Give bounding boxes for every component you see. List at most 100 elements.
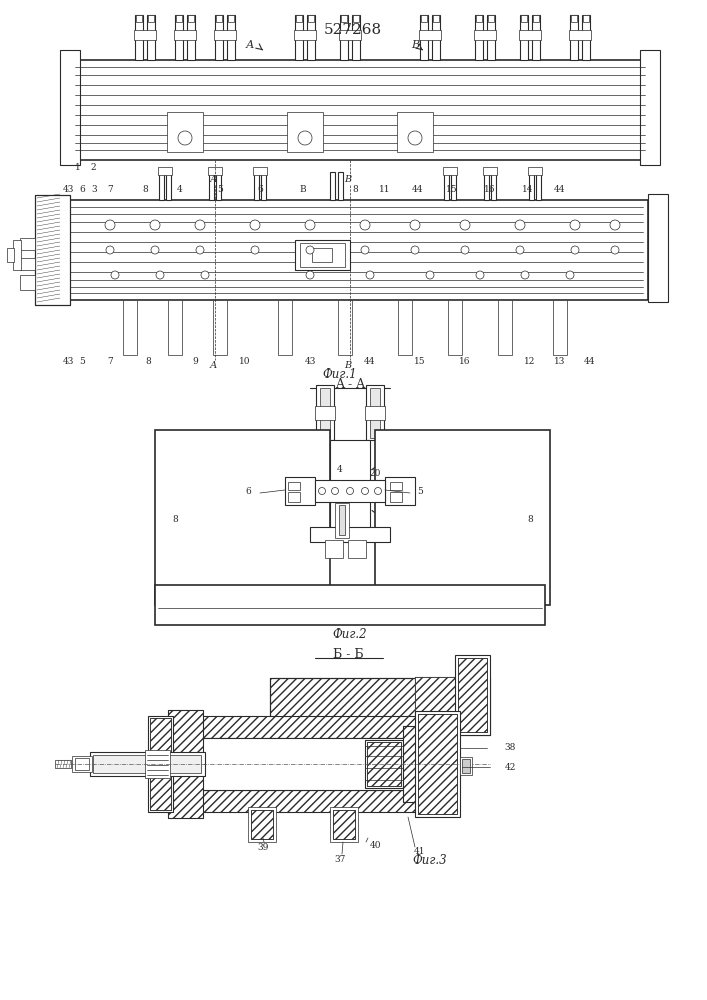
Bar — [213, 300, 227, 355]
Bar — [261, 170, 266, 200]
Bar — [147, 15, 155, 60]
Bar — [216, 170, 221, 200]
Bar — [195, 716, 425, 738]
Bar — [398, 300, 412, 355]
Bar — [176, 15, 182, 22]
Text: 20: 20 — [369, 468, 380, 478]
Text: В: В — [411, 40, 419, 50]
Bar — [75, 60, 645, 160]
Text: Фиг.2: Фиг.2 — [333, 629, 368, 642]
Bar — [582, 15, 590, 60]
Text: A - A: A - A — [335, 378, 365, 391]
Bar — [310, 527, 390, 542]
Bar — [521, 15, 527, 22]
Bar — [308, 15, 314, 22]
Bar — [216, 15, 222, 22]
Circle shape — [570, 220, 580, 230]
Text: 7: 7 — [107, 186, 113, 194]
Bar — [295, 240, 350, 270]
Bar — [167, 112, 203, 152]
Circle shape — [298, 131, 312, 145]
Circle shape — [305, 220, 315, 230]
Text: 40: 40 — [369, 840, 381, 850]
Text: 3: 3 — [91, 186, 97, 194]
Bar — [123, 300, 137, 355]
Bar — [640, 50, 660, 165]
Bar — [498, 300, 512, 355]
Bar — [420, 15, 428, 60]
Bar — [278, 300, 292, 355]
Bar — [385, 477, 415, 505]
Bar — [648, 194, 668, 302]
Circle shape — [460, 220, 470, 230]
Bar — [20, 238, 35, 250]
Text: Б - Б: Б - Б — [333, 648, 363, 662]
Bar — [60, 50, 80, 165]
Bar — [135, 15, 143, 60]
Text: 43: 43 — [304, 358, 316, 366]
Bar — [251, 810, 273, 839]
Bar — [365, 406, 385, 420]
Circle shape — [251, 246, 259, 254]
Bar — [520, 15, 528, 60]
Circle shape — [196, 246, 204, 254]
Bar — [462, 759, 470, 773]
Bar — [571, 15, 577, 22]
Bar — [270, 678, 435, 718]
Bar — [433, 15, 439, 22]
Bar — [533, 15, 539, 22]
Bar — [370, 388, 380, 438]
Bar — [476, 15, 482, 22]
Text: 39: 39 — [257, 844, 269, 852]
Circle shape — [375, 488, 382, 494]
Bar — [487, 15, 495, 60]
Circle shape — [610, 220, 620, 230]
Bar — [418, 714, 457, 814]
Bar — [295, 15, 303, 60]
Bar — [159, 170, 164, 200]
Bar — [307, 15, 315, 60]
Text: 8: 8 — [172, 516, 178, 524]
Bar — [397, 112, 433, 152]
Circle shape — [410, 220, 420, 230]
Circle shape — [106, 246, 114, 254]
Bar — [415, 677, 490, 735]
Bar — [35, 195, 70, 305]
Circle shape — [516, 246, 524, 254]
Text: 7: 7 — [107, 358, 113, 366]
Text: А: А — [246, 40, 255, 50]
Text: 15: 15 — [414, 358, 426, 366]
Bar — [209, 170, 214, 200]
Bar — [174, 30, 196, 40]
Circle shape — [201, 271, 209, 279]
Text: 1: 1 — [75, 162, 81, 172]
Text: 8: 8 — [142, 186, 148, 194]
Bar — [348, 540, 366, 558]
Text: В: В — [300, 186, 306, 194]
Bar — [150, 718, 171, 810]
Bar — [251, 810, 273, 839]
Bar — [338, 172, 343, 200]
Bar — [569, 30, 591, 40]
Bar — [488, 15, 494, 22]
Text: 13: 13 — [554, 358, 566, 366]
Bar — [93, 755, 201, 773]
Bar — [20, 258, 35, 270]
Text: 6: 6 — [245, 488, 251, 496]
Bar — [325, 540, 343, 558]
Bar — [529, 170, 534, 200]
Text: 6: 6 — [79, 186, 85, 194]
Bar — [553, 300, 567, 355]
Bar — [65, 200, 648, 300]
Text: 16: 16 — [460, 358, 471, 366]
Bar — [366, 385, 384, 440]
Bar — [148, 716, 173, 812]
Bar — [460, 757, 472, 775]
Bar — [415, 677, 475, 712]
Bar — [352, 15, 360, 60]
Circle shape — [426, 271, 434, 279]
Bar — [341, 15, 347, 22]
Text: 8: 8 — [145, 358, 151, 366]
Bar — [287, 112, 323, 152]
Bar — [316, 385, 334, 440]
